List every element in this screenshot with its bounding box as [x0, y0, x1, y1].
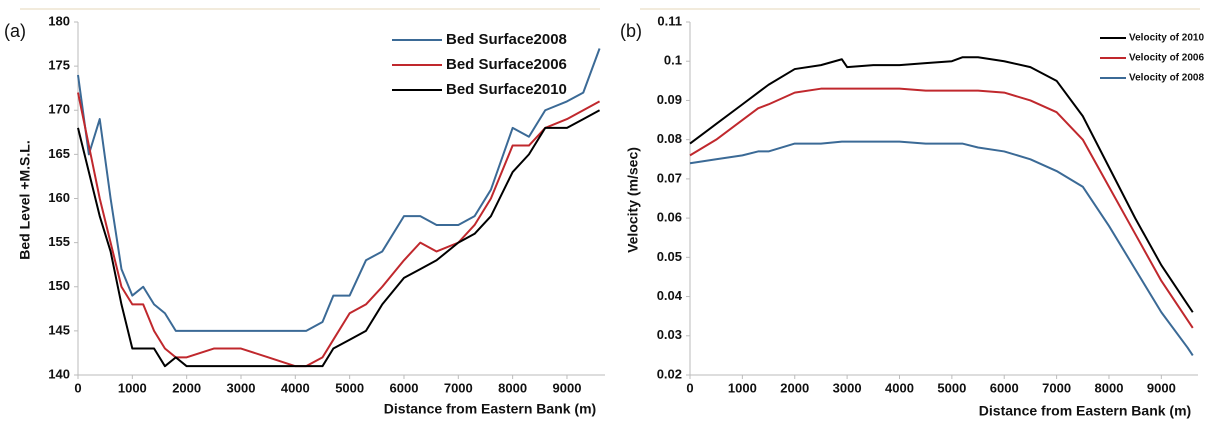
x-tick-label: 8000 — [1095, 380, 1124, 395]
x-tick-label: 0 — [74, 380, 81, 395]
x-tick-label: 9000 — [1147, 380, 1176, 395]
panel-label: (a) — [4, 21, 26, 41]
data-line — [77, 92, 601, 368]
data-line — [689, 140, 1194, 356]
x-tick-label: 4000 — [281, 380, 310, 395]
y-tick-label: 0.08 — [657, 131, 682, 146]
x-tick-label: 2000 — [780, 380, 809, 395]
data-line — [77, 109, 601, 368]
x-axis-label: Distance from Eastern Bank (m) — [979, 403, 1191, 419]
y-tick-label: 150 — [48, 278, 70, 293]
legend-label: Bed Surface2008 — [446, 31, 567, 48]
legend-label: Velocity of 2006 — [1129, 53, 1204, 64]
x-tick-label: 5000 — [937, 380, 966, 395]
y-tick-label: 0.09 — [657, 92, 682, 107]
x-tick-label: 2000 — [172, 380, 201, 395]
data-line — [689, 87, 1194, 329]
data-line — [689, 56, 1194, 313]
y-tick-label: 145 — [48, 322, 70, 337]
y-tick-label: 0.06 — [657, 210, 682, 225]
legend-label: Bed Surface2010 — [446, 81, 567, 98]
y-tick-label: 165 — [48, 146, 70, 161]
y-tick-label: 0.03 — [657, 327, 682, 342]
x-tick-label: 3000 — [833, 380, 862, 395]
y-tick-label: 155 — [48, 234, 70, 249]
y-tick-label: 0.02 — [657, 366, 682, 381]
panel-label: (b) — [620, 21, 642, 41]
y-tick-label: 0.11 — [657, 13, 682, 28]
legend-label: Velocity of 2010 — [1129, 33, 1204, 44]
x-tick-label: 0 — [686, 380, 693, 395]
y-tick-label: 180 — [48, 13, 70, 28]
x-tick-label: 6000 — [390, 380, 419, 395]
x-tick-label: 1000 — [728, 380, 757, 395]
x-tick-label: 8000 — [498, 380, 527, 395]
data-line — [77, 48, 601, 332]
legend-label: Bed Surface2006 — [446, 56, 567, 73]
x-tick-label: 1000 — [118, 380, 147, 395]
x-tick-label: 4000 — [885, 380, 914, 395]
y-axis-label: Bed Level +M.S.L. — [17, 140, 33, 259]
y-tick-label: 140 — [48, 366, 70, 381]
y-tick-label: 0.04 — [657, 288, 683, 303]
x-tick-label: 6000 — [990, 380, 1019, 395]
y-tick-label: 160 — [48, 190, 70, 205]
y-tick-label: 170 — [48, 102, 70, 117]
y-tick-label: 175 — [48, 58, 70, 73]
x-tick-label: 7000 — [1042, 380, 1071, 395]
x-tick-label: 9000 — [553, 380, 582, 395]
x-axis-label: Distance from Eastern Bank (m) — [384, 401, 596, 417]
y-tick-label: 0.07 — [657, 170, 682, 185]
x-tick-label: 3000 — [227, 380, 256, 395]
x-tick-label: 7000 — [444, 380, 473, 395]
y-axis-label: Velocity (m/sec) — [625, 147, 641, 253]
legend-label: Velocity of 2008 — [1129, 73, 1204, 84]
x-tick-label: 5000 — [335, 380, 364, 395]
y-tick-label: 0.05 — [657, 249, 682, 264]
y-tick-label: 0.1 — [664, 53, 682, 68]
